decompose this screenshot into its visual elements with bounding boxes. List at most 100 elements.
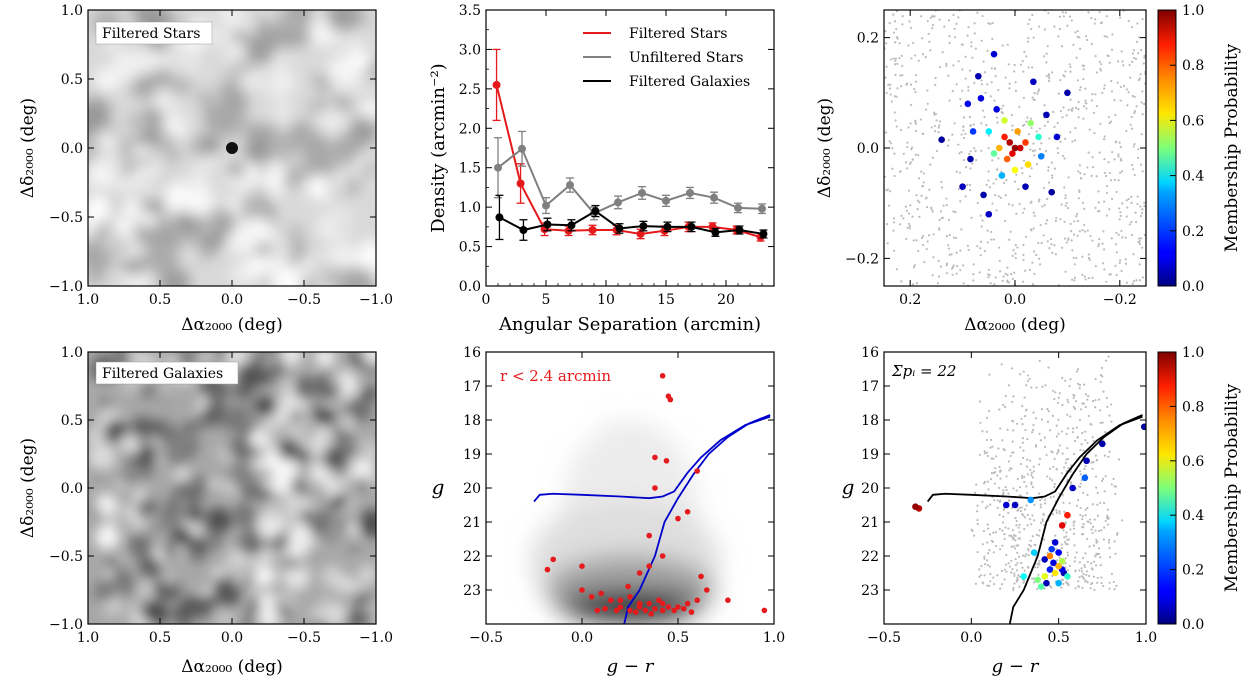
field-star <box>1015 173 1018 176</box>
member-star <box>1048 188 1055 196</box>
density-blob <box>183 422 195 435</box>
density-profile-xlabel: Angular Separation (arcmin) <box>498 314 761 335</box>
field-star <box>1142 62 1145 65</box>
cmd-star <box>642 607 649 614</box>
field-star <box>1008 499 1011 502</box>
field-star <box>945 62 948 65</box>
member-star <box>990 50 998 58</box>
field-star <box>1133 110 1137 113</box>
field-star <box>937 275 941 278</box>
field-star <box>1027 66 1030 69</box>
data-point <box>758 204 766 213</box>
field-star <box>950 253 953 256</box>
field-star <box>1083 565 1087 569</box>
density-blob <box>256 242 271 257</box>
field-star <box>1038 492 1041 495</box>
field-star <box>1042 234 1045 237</box>
field-star <box>1130 26 1134 29</box>
field-star <box>1050 243 1053 246</box>
field-star <box>1026 513 1029 517</box>
density-blob <box>151 88 177 114</box>
field-star <box>994 276 997 279</box>
density-blob <box>345 580 357 591</box>
field-star <box>1071 249 1074 252</box>
field-star <box>890 100 893 103</box>
field-star <box>993 99 996 102</box>
field-star <box>1058 15 1062 18</box>
density-blob <box>328 207 354 233</box>
density-blob <box>184 505 203 524</box>
field-star <box>989 438 993 442</box>
cmd-radius-label: r < 2.4 arcmin <box>500 367 611 385</box>
field-star <box>1020 561 1023 565</box>
field-star <box>888 87 891 90</box>
field-star <box>988 584 991 587</box>
density-profile-series <box>492 48 768 242</box>
field-star <box>978 568 981 571</box>
cmd-star <box>550 556 556 563</box>
field-star <box>1050 71 1054 74</box>
field-star <box>1039 499 1042 502</box>
field-star <box>1067 538 1071 541</box>
field-star <box>1048 137 1051 140</box>
field-star <box>976 550 979 554</box>
field-star <box>1081 518 1084 521</box>
field-star <box>962 264 965 267</box>
field-star <box>976 201 979 205</box>
field-star <box>1030 167 1033 170</box>
field-star <box>910 103 913 106</box>
field-star <box>1084 439 1087 442</box>
field-star <box>1105 35 1109 38</box>
field-star <box>988 533 992 536</box>
field-star <box>985 559 989 562</box>
field-star <box>895 268 898 271</box>
field-star <box>930 208 933 211</box>
member-star <box>912 503 919 511</box>
field-star <box>1105 280 1108 283</box>
density-blob <box>88 99 110 133</box>
field-star <box>925 247 928 251</box>
cmd-star <box>704 587 710 593</box>
field-star <box>1071 140 1074 143</box>
field-star <box>1072 256 1075 260</box>
field-star <box>972 279 975 282</box>
field-star <box>1104 174 1108 178</box>
field-star <box>1073 139 1077 142</box>
density-blob <box>240 503 255 519</box>
field-star <box>1078 387 1081 390</box>
y-tick-label: 23 <box>861 583 879 599</box>
field-star <box>1062 74 1065 77</box>
field-star <box>1061 430 1064 433</box>
field-star <box>892 229 895 232</box>
field-star <box>1086 166 1089 169</box>
field-star <box>1032 465 1035 468</box>
field-star <box>1119 99 1122 102</box>
x-tick-label: −1.0 <box>359 292 393 308</box>
density-blob <box>129 517 143 531</box>
field-star <box>1143 54 1146 57</box>
field-star <box>885 65 888 68</box>
field-star <box>955 22 958 25</box>
field-star <box>1059 140 1062 143</box>
field-star <box>1096 514 1100 517</box>
field-star <box>968 152 971 156</box>
field-star <box>1082 522 1085 526</box>
member-star <box>985 128 993 135</box>
field-star <box>905 237 908 240</box>
field-star <box>1046 475 1049 478</box>
field-star <box>1053 25 1056 28</box>
field-star <box>985 183 988 186</box>
data-point <box>615 224 624 233</box>
field-star <box>1095 564 1098 567</box>
field-star <box>1138 77 1142 80</box>
density-blob <box>313 73 324 85</box>
data-point <box>519 226 528 235</box>
field-star <box>961 125 965 128</box>
field-star <box>912 239 915 242</box>
field-star <box>1100 582 1103 585</box>
member-star <box>1064 573 1071 580</box>
data-point <box>614 198 622 207</box>
field-star <box>1018 531 1021 534</box>
density-blob <box>227 225 258 256</box>
